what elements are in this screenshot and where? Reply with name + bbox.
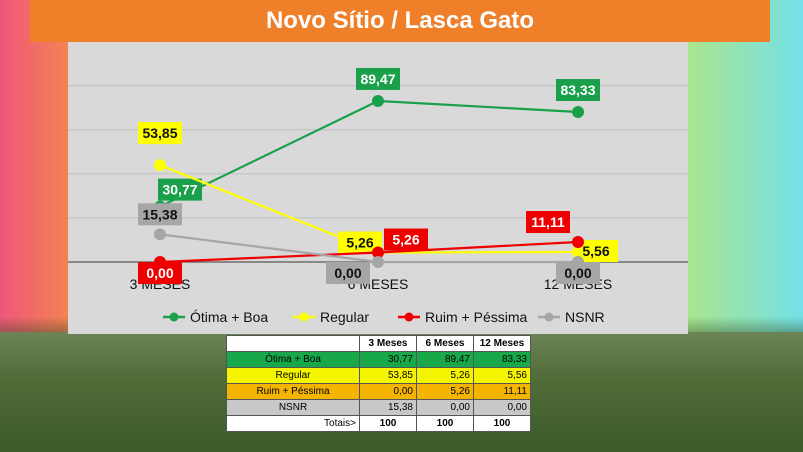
data-label-box	[556, 262, 600, 284]
data-label-box	[526, 211, 570, 234]
row-label: NSNR	[226, 399, 360, 416]
table-row: Ruim + Péssima 0,00 5,26 11,11	[226, 383, 531, 400]
data-label-box	[338, 231, 382, 254]
data-point	[572, 236, 584, 249]
legend-marker	[544, 312, 554, 322]
total-cell: 100	[473, 415, 531, 432]
table-cell: 5,26	[416, 383, 474, 400]
data-label-box	[138, 262, 182, 284]
table-row: Ótima + Boa 30,77 89,47 83,33	[226, 351, 531, 368]
row-label: Ótima + Boa	[226, 351, 360, 368]
table-cell: 83,33	[473, 351, 531, 368]
legend-label: NSNR	[565, 309, 605, 325]
table-header-row: 3 Meses 6 Meses 12 Meses	[226, 335, 531, 352]
data-point	[572, 106, 584, 119]
table-cell: 5,56	[473, 367, 531, 384]
table-cell: 15,38	[359, 399, 417, 416]
total-cell: 100	[416, 415, 474, 432]
data-label: 83,33	[560, 82, 595, 98]
data-label: 30,77	[162, 182, 197, 198]
table-header-cell	[226, 335, 360, 352]
data-label: 0,00	[146, 265, 173, 281]
data-label: 15,38	[142, 206, 177, 222]
data-point	[372, 256, 384, 268]
data-label: 89,47	[360, 71, 395, 87]
row-label: Ruim + Péssima	[226, 383, 360, 400]
data-label: 11,11	[531, 214, 565, 230]
data-label: 5,26	[392, 232, 419, 248]
data-label-box	[556, 79, 600, 102]
total-cell: 100	[359, 415, 417, 432]
table-header-cell: 3 Meses	[359, 335, 417, 352]
table-cell: 0,00	[473, 399, 531, 416]
table-cell: 5,26	[416, 367, 474, 384]
data-label-box	[356, 67, 400, 90]
legend-label: Regular	[320, 309, 369, 325]
data-label: 53,85	[142, 125, 177, 141]
table-cell: 0,00	[359, 383, 417, 400]
table-cell: 30,77	[359, 351, 417, 368]
totals-label: Totais>	[226, 415, 360, 432]
data-point	[372, 94, 384, 107]
data-label-box	[574, 239, 618, 262]
data-label-box	[138, 203, 182, 226]
legend-label: Ótima + Boa	[190, 309, 268, 325]
data-label: 5,26	[346, 235, 373, 251]
legend-marker	[169, 312, 179, 322]
data-point	[154, 159, 166, 172]
table-cell: 53,85	[359, 367, 417, 384]
table-row: Regular 53,85 5,26 5,56	[226, 367, 531, 384]
table-cell: 89,47	[416, 351, 474, 368]
legend-marker	[404, 312, 414, 322]
data-point	[372, 246, 384, 259]
table-cell: 0,00	[416, 399, 474, 416]
table-cell: 11,11	[473, 383, 531, 400]
data-label-box	[384, 228, 428, 251]
data-table: 3 Meses 6 Meses 12 Meses Ótima + Boa 30,…	[226, 335, 531, 432]
data-label-box	[138, 122, 182, 145]
row-label: Regular	[226, 367, 360, 384]
totals-row: Totais> 100 100 100	[226, 415, 531, 432]
table-header-cell: 6 Meses	[416, 335, 474, 352]
legend-label: Ruim + Péssima	[425, 309, 528, 325]
data-label-box	[158, 178, 202, 201]
legend-marker	[299, 312, 309, 322]
table-header-cell: 12 Meses	[473, 335, 531, 352]
table-row: NSNR 15,38 0,00 0,00	[226, 399, 531, 416]
data-label-box	[326, 262, 370, 284]
data-label: 0,00	[334, 265, 361, 281]
chart-title: Novo Sítio / Lasca Gato	[265, 7, 535, 34]
data-label: 0,00	[564, 265, 591, 281]
title-bar: Novo Sítio / Lasca Gato	[30, 0, 770, 42]
data-label: 5,56	[582, 243, 609, 259]
data-point	[154, 228, 166, 241]
